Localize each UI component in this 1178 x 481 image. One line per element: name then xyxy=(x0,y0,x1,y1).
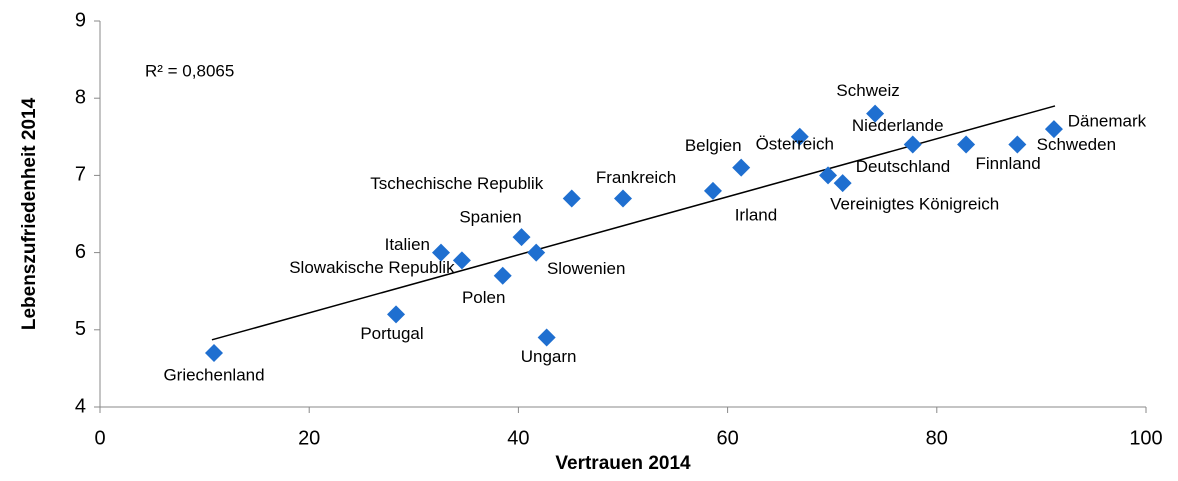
y-tick-label: 9 xyxy=(75,9,86,31)
point xyxy=(732,158,751,177)
point-label: Spanien xyxy=(459,208,521,227)
point xyxy=(205,343,224,362)
point xyxy=(1008,135,1027,154)
x-tick-label: 60 xyxy=(716,427,738,449)
point xyxy=(703,181,722,200)
point-label: Dänemark xyxy=(1068,112,1147,131)
point-label: Griechenland xyxy=(163,365,264,384)
y-tick-label: 5 xyxy=(75,318,86,340)
point xyxy=(790,127,809,146)
x-tick-label: 40 xyxy=(507,427,529,449)
x-axis-title: Vertrauen 2014 xyxy=(555,453,691,474)
point xyxy=(903,135,922,154)
point-label: Deutschland xyxy=(856,157,951,176)
point xyxy=(866,104,885,123)
point xyxy=(452,251,471,270)
point-label: Finnland xyxy=(975,154,1040,173)
point xyxy=(957,135,976,154)
point xyxy=(512,228,531,247)
point-label: Slowenien xyxy=(547,259,625,278)
point xyxy=(614,189,632,208)
point-label: Italien xyxy=(385,235,430,254)
x-tick-label: 20 xyxy=(298,427,320,449)
point xyxy=(537,328,556,347)
y-axis-title: Lebenszufriedenheit 2014 xyxy=(19,97,40,330)
point-label: Polen xyxy=(462,288,505,307)
point-label: Tschechische Republik xyxy=(370,174,543,193)
y-tick-label: 8 xyxy=(75,86,86,108)
point xyxy=(833,174,852,193)
point-label: Frankreich xyxy=(596,168,676,187)
r-squared: R² = 0,8065 xyxy=(145,61,234,80)
point-label: Vereinigtes Königreich xyxy=(830,195,999,214)
point xyxy=(562,189,581,208)
x-tick-label: 0 xyxy=(94,427,105,449)
point-label: Irland xyxy=(735,205,778,224)
point xyxy=(527,243,546,262)
point-label: Ungarn xyxy=(521,347,577,366)
point xyxy=(431,243,450,262)
point-label: Schweiz xyxy=(836,81,899,100)
point-label: Portugal xyxy=(360,324,423,343)
point xyxy=(493,266,512,285)
point xyxy=(1044,120,1063,139)
y-tick-label: 6 xyxy=(75,241,86,263)
point xyxy=(819,166,838,185)
point-label: Schweden xyxy=(1037,135,1116,154)
point-label: Österreich xyxy=(756,134,834,153)
y-tick-label: 4 xyxy=(75,395,86,417)
trendline xyxy=(211,105,1056,341)
point-label: Slowakische Republik xyxy=(289,258,455,277)
x-tick-label: 80 xyxy=(926,427,948,449)
x-tick-label: 100 xyxy=(1129,427,1162,449)
point-label: Belgien xyxy=(685,136,742,155)
y-tick-label: 7 xyxy=(75,164,86,186)
point-label: Niederlande xyxy=(852,116,944,135)
point xyxy=(387,305,406,324)
